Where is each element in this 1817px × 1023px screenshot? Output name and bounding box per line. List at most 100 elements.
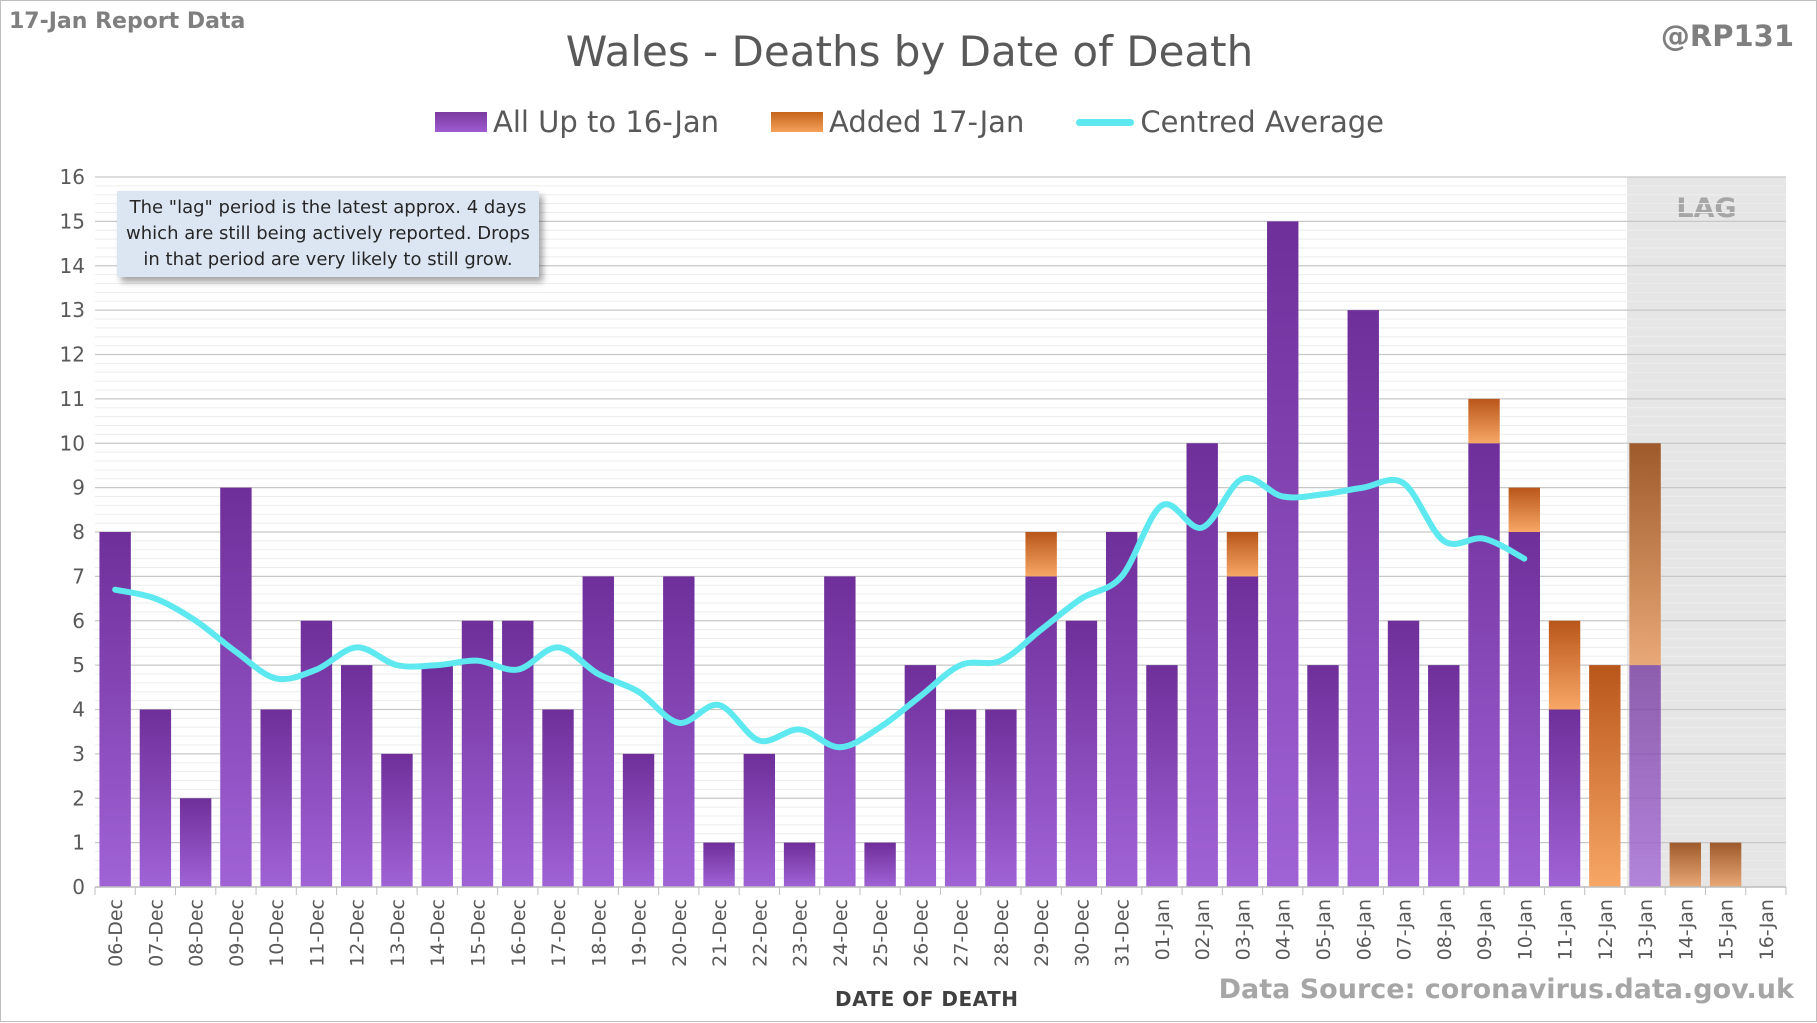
bar-all-up-to-16-jan — [1105, 532, 1138, 887]
bar-all-up-to-16-jan — [1347, 310, 1379, 887]
y-tick-label: 2 — [72, 786, 85, 810]
x-tick-label: 07-Jan — [1394, 899, 1416, 960]
x-tick-label: 07-Dec — [145, 899, 167, 967]
bar-all-up-to-16-jan — [1629, 665, 1661, 887]
bar-all-up-to-16-jan — [783, 842, 816, 887]
x-tick-label: 18-Dec — [588, 899, 610, 967]
bar-all-up-to-16-jan — [1307, 665, 1339, 887]
x-tick-label: 12-Dec — [347, 899, 369, 967]
bar-added-17-jan — [1548, 620, 1581, 710]
lag-label: LAG — [1676, 193, 1736, 224]
bar-all-up-to-16-jan — [582, 576, 614, 887]
bar-all-up-to-16-jan — [99, 532, 131, 887]
x-tick-label: 15-Jan — [1716, 899, 1738, 960]
y-tick-label: 7 — [72, 564, 85, 588]
bar-all-up-to-16-jan — [703, 842, 735, 887]
x-tick-label: 22-Dec — [749, 899, 771, 967]
centred-average-line — [112, 474, 1528, 751]
y-tick-label: 11 — [60, 387, 85, 411]
x-tick-label: 25-Dec — [870, 899, 892, 967]
x-tick-label: 24-Dec — [830, 899, 852, 967]
x-tick-label: 05-Jan — [1313, 899, 1335, 960]
bar-all-up-to-16-jan — [1508, 532, 1540, 887]
x-tick-label: 10-Dec — [266, 899, 288, 967]
report-tag: 17-Jan Report Data — [9, 9, 246, 34]
bar-all-up-to-16-jan — [1387, 620, 1420, 887]
x-tick-label: 04-Jan — [1273, 899, 1295, 960]
chart-title: Wales - Deaths by Date of Death — [565, 27, 1254, 76]
bar-all-up-to-16-jan — [381, 753, 413, 887]
x-tick-label: 06-Jan — [1353, 899, 1375, 960]
bar-all-up-to-16-jan — [1267, 221, 1299, 887]
x-tick-label: 09-Dec — [226, 899, 248, 967]
legend-swatch-purple — [434, 112, 487, 132]
bar-all-up-to-16-jan — [260, 709, 292, 887]
x-tick-label: 09-Jan — [1474, 899, 1496, 960]
x-tick-label: 15-Dec — [467, 899, 489, 967]
x-axis-label: DATE OF DEATH — [835, 987, 1019, 1011]
y-tick-label: 13 — [60, 298, 85, 322]
y-tick-label: 10 — [60, 431, 85, 455]
x-tick-label: 08-Jan — [1434, 899, 1456, 960]
bar-added-17-jan — [1025, 532, 1057, 577]
x-tick-label: 08-Dec — [186, 899, 208, 967]
x-tick-label: 27-Dec — [951, 899, 973, 967]
x-tick-label: 14-Dec — [427, 899, 449, 967]
x-tick-label: 16-Dec — [508, 899, 530, 967]
y-tick-label: 16 — [60, 165, 85, 189]
bar-all-up-to-16-jan — [421, 665, 453, 887]
bar-all-up-to-16-jan — [220, 487, 252, 887]
bar-all-up-to-16-jan — [944, 709, 977, 887]
bar-all-up-to-16-jan — [985, 709, 1017, 887]
bar-all-up-to-16-jan — [1548, 709, 1581, 887]
x-tick-label: 28-Dec — [991, 899, 1013, 967]
y-tick-label: 3 — [72, 742, 85, 766]
x-tick-label: 12-Jan — [1595, 899, 1617, 960]
bar-all-up-to-16-jan — [1468, 443, 1500, 887]
y-tick-label: 5 — [72, 653, 85, 677]
bar-added-17-jan — [1669, 842, 1702, 887]
x-tick-label: 13-Jan — [1635, 899, 1657, 960]
bar-all-up-to-16-jan — [542, 709, 574, 887]
x-tick-label: 10-Jan — [1514, 899, 1536, 960]
x-tick-label: 29-Dec — [1031, 899, 1053, 967]
bar-all-up-to-16-jan — [1428, 665, 1460, 887]
legend-item-added: Added 17-Jan — [771, 105, 1024, 139]
bar-all-up-to-16-jan — [179, 798, 212, 887]
legend-swatch-orange — [771, 112, 824, 132]
bar-all-up-to-16-jan — [1186, 443, 1218, 887]
x-tick-label: 02-Jan — [1192, 899, 1214, 960]
bar-added-17-jan — [1709, 842, 1742, 887]
bar-all-up-to-16-jan — [1226, 576, 1259, 887]
y-tick-label: 6 — [72, 609, 85, 633]
bar-all-up-to-16-jan — [622, 753, 655, 887]
bar-all-up-to-16-jan — [663, 576, 695, 887]
bar-added-17-jan — [1226, 532, 1259, 577]
lag-note: The "lag" period is the latest approx. 4… — [117, 191, 539, 277]
legend-label-added: Added 17-Jan — [829, 105, 1025, 139]
bar-added-17-jan — [1468, 398, 1500, 444]
bar-all-up-to-16-jan — [743, 753, 776, 887]
bar-added-17-jan — [1508, 487, 1540, 532]
legend-label-all: All Up to 16-Jan — [492, 105, 720, 139]
x-tick-label: 21-Dec — [709, 899, 731, 967]
x-tick-label: 26-Dec — [910, 899, 932, 967]
bar-all-up-to-16-jan — [1065, 620, 1098, 887]
data-source: Data Source: coronavirus.data.gov.uk — [1218, 974, 1794, 1005]
y-tick-label: 8 — [72, 520, 85, 544]
y-tick-label: 4 — [72, 698, 85, 722]
x-tick-label: 01-Jan — [1152, 899, 1174, 960]
x-tick-label: 03-Jan — [1232, 899, 1254, 960]
bar-all-up-to-16-jan — [864, 842, 896, 887]
x-tick-label: 17-Dec — [548, 899, 570, 967]
x-tick-label: 06-Dec — [105, 899, 127, 967]
x-tick-label: 31-Dec — [1112, 899, 1134, 967]
y-tick-label: 9 — [72, 476, 85, 500]
chart-legend: All Up to 16-Jan Added 17-Jan Centred Av… — [1, 105, 1817, 139]
y-tick-label: 14 — [60, 254, 85, 278]
x-tick-label: 19-Dec — [629, 899, 651, 967]
bar-added-17-jan — [1629, 443, 1661, 666]
author-tag: @RP131 — [1660, 19, 1794, 53]
x-tick-label: 14-Jan — [1675, 899, 1697, 960]
